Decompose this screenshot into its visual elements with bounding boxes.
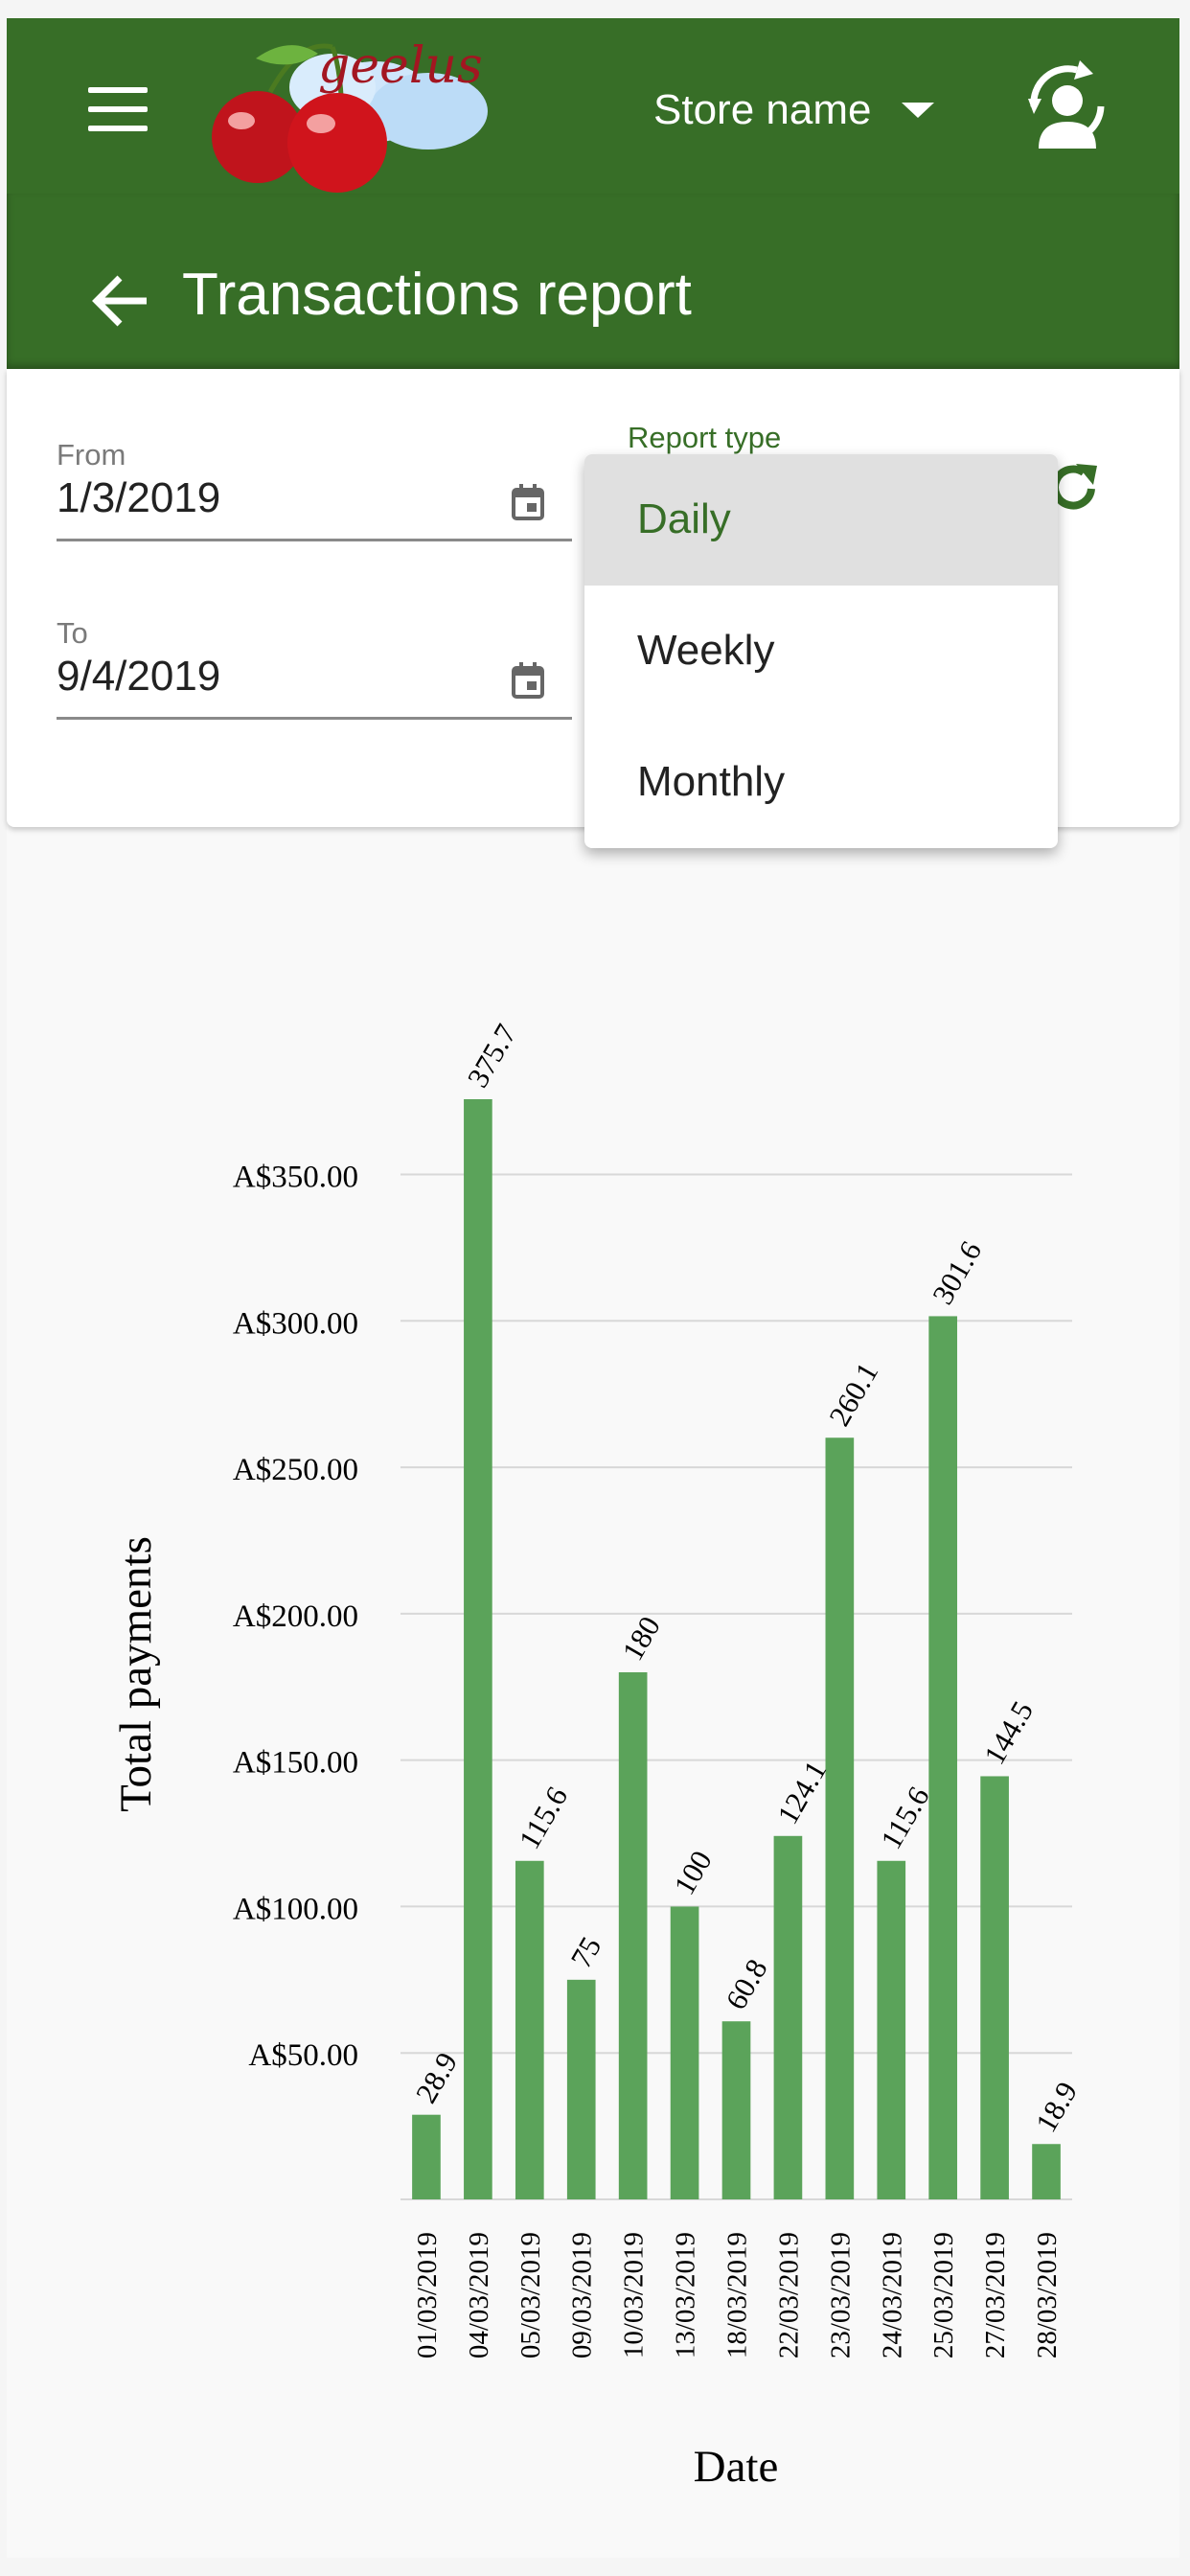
bar bbox=[464, 1099, 492, 2199]
menu-item-label: Weekly bbox=[637, 627, 775, 674]
chevron-down-icon[interactable] bbox=[902, 103, 934, 118]
report-type-menu: Daily Weekly Monthly bbox=[584, 454, 1058, 848]
calendar-icon[interactable] bbox=[512, 662, 544, 699]
x-tick-label: 23/03/2019 bbox=[825, 2232, 856, 2358]
y-tick-label: A$200.00 bbox=[233, 1599, 358, 1634]
bar bbox=[566, 1979, 596, 2199]
x-tick-label: 22/03/2019 bbox=[773, 2232, 804, 2358]
menu-item-daily[interactable]: Daily bbox=[584, 454, 1058, 586]
y-tick-label: A$50.00 bbox=[248, 2038, 358, 2073]
y-tick-label: A$100.00 bbox=[233, 1892, 358, 1926]
chart-bars bbox=[412, 1099, 1061, 2199]
to-date-field[interactable]: 9/4/2019 bbox=[57, 653, 221, 700]
x-tick-label: 01/03/2019 bbox=[412, 2232, 443, 2358]
data-label: 180 bbox=[615, 1611, 667, 1667]
back-arrow-icon[interactable] bbox=[91, 274, 150, 328]
from-date-field[interactable]: 1/3/2019 bbox=[57, 474, 221, 521]
bar bbox=[515, 1860, 544, 2199]
data-label: 115.6 bbox=[874, 1781, 936, 1854]
menu-item-label: Monthly bbox=[637, 758, 786, 805]
x-tick-label: 27/03/2019 bbox=[980, 2232, 1011, 2358]
menu-item-weekly[interactable]: Weekly bbox=[584, 586, 1058, 717]
data-label: 115.6 bbox=[513, 1781, 575, 1854]
bar bbox=[618, 1671, 648, 2199]
bar bbox=[412, 2114, 441, 2199]
to-label: To bbox=[57, 616, 88, 650]
y-tick-label: A$250.00 bbox=[233, 1453, 358, 1487]
y-tick-label: A$150.00 bbox=[233, 1746, 358, 1781]
x-tick-label: 04/03/2019 bbox=[464, 2232, 494, 2358]
calendar-icon[interactable] bbox=[512, 484, 544, 520]
bar bbox=[928, 1316, 958, 2199]
y-axis-title: Total payments bbox=[111, 1536, 161, 1812]
data-label: 60.8 bbox=[719, 1953, 773, 2014]
from-label: From bbox=[57, 438, 126, 472]
data-label: 75 bbox=[563, 1931, 607, 1973]
y-tick-label: A$350.00 bbox=[233, 1161, 358, 1195]
data-label: 28.9 bbox=[409, 2047, 464, 2108]
x-tick-label: 10/03/2019 bbox=[619, 2232, 650, 2358]
data-label: 301.6 bbox=[926, 1235, 988, 1310]
svg-text:geelus: geelus bbox=[318, 37, 483, 95]
bar bbox=[773, 1835, 803, 2199]
account-switch-icon[interactable] bbox=[1024, 60, 1110, 156]
top-app-bar: geelus Store name bbox=[7, 18, 1179, 194]
y-tick-label: A$300.00 bbox=[233, 1306, 358, 1341]
app-frame: geelus Store name Transactions report Fr… bbox=[7, 18, 1179, 2558]
page-header: Transactions report bbox=[7, 194, 1179, 369]
chart-gridlines bbox=[400, 1173, 1072, 2200]
menu-item-monthly[interactable]: Monthly bbox=[584, 717, 1058, 848]
x-tick-label: 05/03/2019 bbox=[515, 2232, 546, 2358]
bar bbox=[1032, 2144, 1061, 2199]
data-label: 124.1 bbox=[770, 1755, 833, 1829]
x-tick-label: 18/03/2019 bbox=[722, 2232, 753, 2358]
x-tick-label: 28/03/2019 bbox=[1032, 2232, 1063, 2358]
bar bbox=[670, 1906, 699, 2199]
menu-icon[interactable] bbox=[88, 87, 148, 131]
bar bbox=[721, 2021, 751, 2199]
x-tick-label: 13/03/2019 bbox=[671, 2232, 701, 2358]
x-tick-label: 09/03/2019 bbox=[567, 2232, 598, 2358]
bar bbox=[877, 1860, 906, 2199]
store-selector[interactable]: Store name bbox=[653, 86, 872, 133]
to-underline bbox=[57, 717, 572, 720]
bar bbox=[980, 1776, 1009, 2199]
y-axis-ticks: A$50.00 A$100.00 A$150.00 A$200.00 A$250.00 A… bbox=[233, 1161, 358, 2074]
menu-item-label: Daily bbox=[637, 495, 731, 542]
x-axis-title: Date bbox=[694, 2442, 779, 2492]
bar bbox=[825, 1438, 855, 2199]
report-type-label: Report type bbox=[628, 421, 782, 454]
from-underline bbox=[57, 539, 572, 541]
data-label: 375.7 bbox=[461, 1019, 523, 1093]
page-title: Transactions report bbox=[182, 262, 692, 328]
data-label: 100 bbox=[667, 1845, 719, 1900]
x-axis-ticks: 01/03/2019 04/03/2019 05/03/2019 09/03/2019… bbox=[412, 2232, 1063, 2358]
data-label: 260.1 bbox=[822, 1357, 884, 1432]
data-label: 144.5 bbox=[977, 1695, 1040, 1770]
x-tick-label: 24/03/2019 bbox=[877, 2232, 907, 2358]
geelus-logo: geelus bbox=[212, 37, 488, 193]
x-tick-label: 25/03/2019 bbox=[928, 2232, 959, 2358]
transactions-chart: A$50.00 A$100.00 A$150.00 A$200.00 A$250.00 A… bbox=[111, 1019, 1084, 2492]
data-label: 18.9 bbox=[1029, 2076, 1084, 2137]
